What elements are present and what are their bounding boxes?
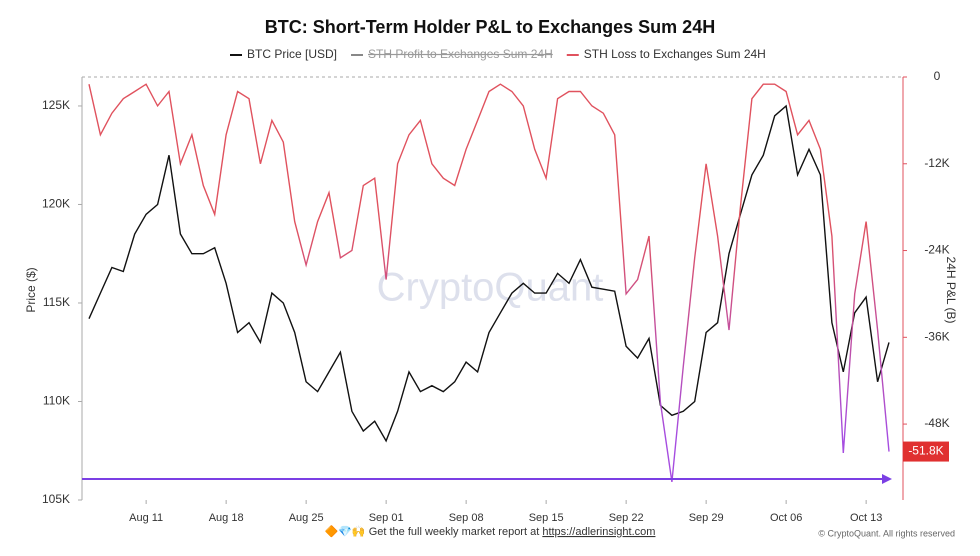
y-tick-label: 125K <box>42 98 70 112</box>
y-axis-label: Price ($) <box>24 267 38 312</box>
y2-axis-label: 24H P&L (B) <box>944 257 958 324</box>
x-tick-label: Oct 13 <box>850 512 882 524</box>
x-tick-label: Sep 15 <box>529 512 564 524</box>
legend-item: STH Profit to Exchanges Sum 24H <box>351 47 553 61</box>
x-tick-label: Sep 29 <box>689 512 724 524</box>
last-value-box <box>903 441 949 462</box>
series-line <box>88 104 890 443</box>
footer: 🔶💎🙌 Get the full weekly market report at… <box>325 525 656 538</box>
watermark: CryptoQuant <box>377 266 604 310</box>
legend-item: STH Loss to Exchanges Sum 24H <box>566 47 766 61</box>
copyright: © CryptoQuant. All rights reserved <box>818 528 955 538</box>
y-tick-label: 110K <box>43 394 70 408</box>
y2-tick-label: -24K <box>924 243 949 257</box>
x-tick-label: Sep 08 <box>449 512 484 524</box>
chart-title: BTC: Short-Term Holder P&L to Exchanges … <box>265 17 715 37</box>
legend-item: BTC Price [USD] <box>230 47 337 61</box>
x-tick-label: Sep 22 <box>609 512 644 524</box>
arrow-head <box>882 474 892 485</box>
y2-tick-label: -48K <box>924 416 949 430</box>
x-tick-label: Aug 11 <box>129 512 163 524</box>
last-value-label: -51.8K <box>908 444 943 458</box>
y-tick-label: 115K <box>43 295 70 309</box>
y-tick-label: 105K <box>42 492 70 506</box>
legend-label: STH Loss to Exchanges Sum 24H <box>584 47 766 61</box>
y2-tick-label: -12K <box>924 156 949 170</box>
x-tick-label: Oct 06 <box>770 512 802 524</box>
x-tick-label: Sep 01 <box>369 512 404 524</box>
x-tick-label: Aug 18 <box>209 512 244 524</box>
y-tick-label: 120K <box>42 197 70 211</box>
y2-tick-label: -36K <box>924 329 949 343</box>
y2-tick-label: 0 <box>934 69 941 83</box>
legend-label: STH Profit to Exchanges Sum 24H <box>368 47 553 61</box>
x-tick-label: Aug 25 <box>289 512 324 524</box>
series-line <box>88 83 890 483</box>
legend-label: BTC Price [USD] <box>247 47 337 61</box>
